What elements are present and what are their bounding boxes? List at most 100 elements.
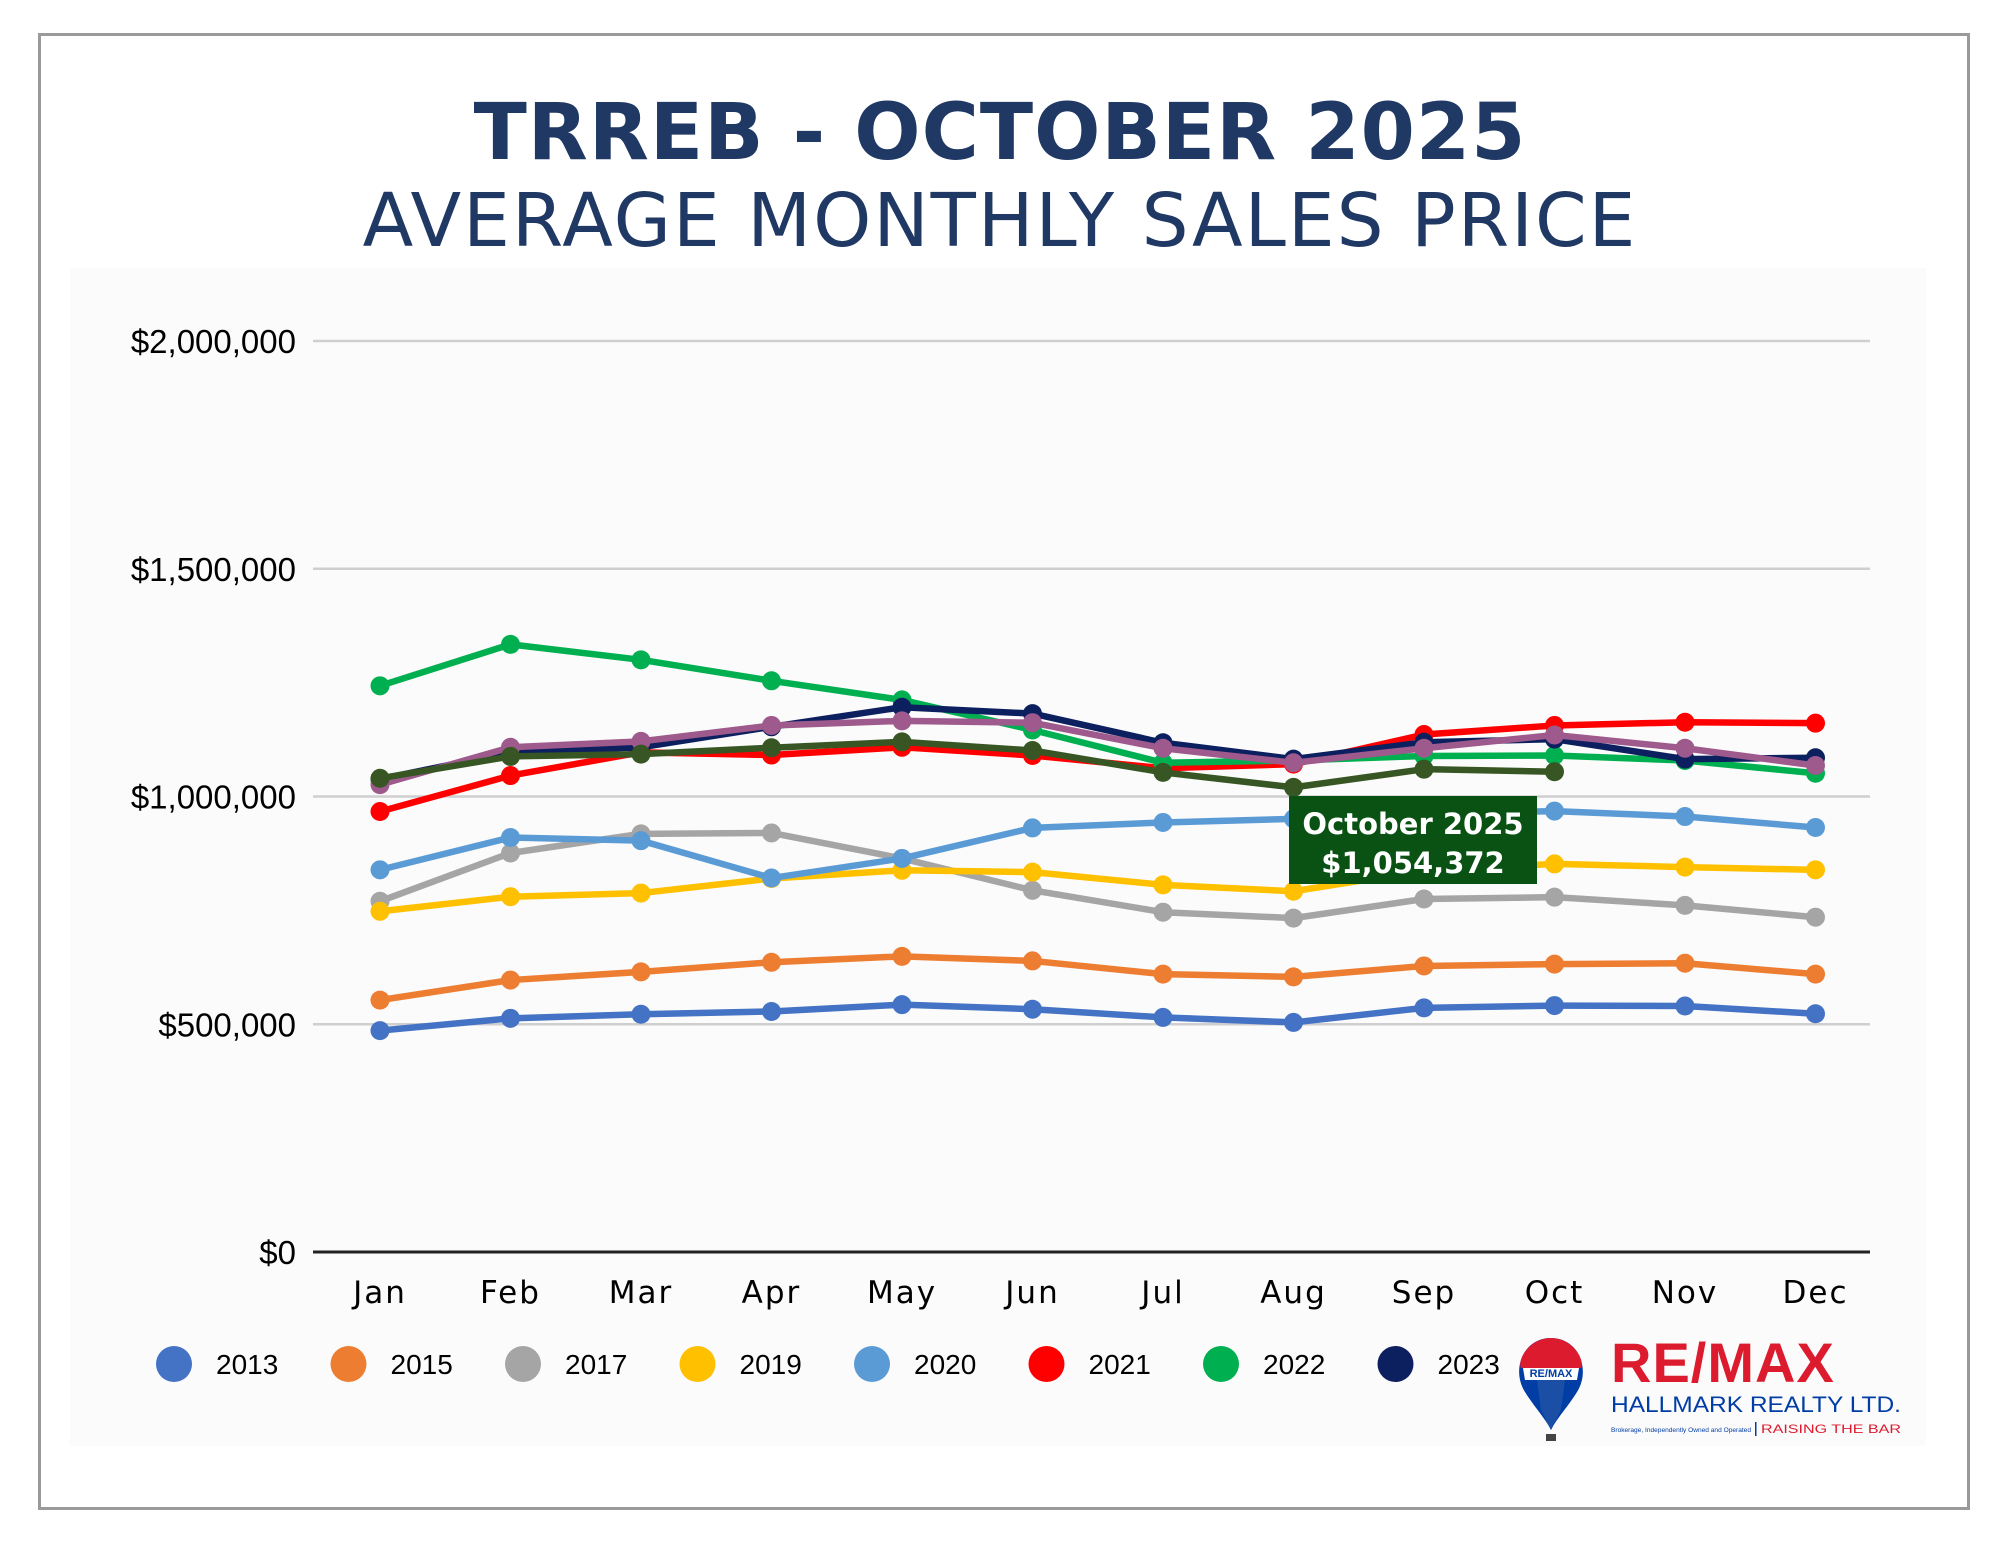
data-point	[501, 827, 520, 847]
legend-label: 2013	[216, 1349, 278, 1380]
data-point	[892, 848, 912, 868]
callout-label: October 2025	[1302, 807, 1523, 841]
legend-swatch	[1203, 1346, 1239, 1382]
legend-label: 2022	[1263, 1349, 1325, 1380]
data-point	[370, 676, 390, 696]
y-tick-label: $1,500,000	[131, 551, 296, 588]
data-point	[631, 650, 651, 670]
data-point	[501, 843, 520, 863]
legend-swatch	[1377, 1346, 1414, 1382]
data-point	[1806, 964, 1825, 984]
series-line	[376, 738, 1558, 791]
data-point	[1414, 889, 1434, 909]
series-2013	[370, 995, 1825, 1041]
legend-swatch	[330, 1346, 367, 1382]
data-point	[1284, 777, 1303, 797]
callout-value: $1,054,372	[1321, 846, 1504, 880]
x-tick-label: Jul	[1139, 1275, 1184, 1311]
data-point	[1545, 887, 1564, 907]
y-axis-ticks: $0 $500,000 $1,000,000 $1,500,000 $2,000,000	[131, 323, 296, 1271]
series-2015	[370, 946, 1825, 1010]
legend-item: 2020	[854, 1346, 976, 1382]
data-point	[1284, 967, 1303, 987]
data-point	[501, 766, 520, 786]
data-point	[1806, 713, 1825, 733]
series-2025	[370, 732, 1564, 797]
data-point	[1284, 908, 1303, 928]
data-point	[1414, 738, 1434, 758]
legend-swatch	[156, 1346, 192, 1382]
balloon-icon: RE/MAX	[1519, 1338, 1583, 1441]
series-line	[376, 717, 1819, 788]
data-point	[370, 860, 390, 880]
x-tick-label: Dec	[1783, 1275, 1849, 1311]
y-tick-label: $1,000,000	[131, 779, 296, 816]
data-point	[1153, 738, 1173, 758]
series-line	[376, 953, 1819, 1004]
data-point	[631, 744, 651, 764]
x-tick-label: May	[867, 1275, 937, 1311]
data-point	[1153, 902, 1173, 922]
data-point	[370, 802, 390, 822]
data-point	[1545, 801, 1564, 821]
data-point	[631, 831, 651, 851]
series-line	[376, 860, 1819, 915]
legend-label: 2023	[1438, 1349, 1500, 1380]
legend-swatch	[679, 1346, 716, 1382]
legend-label: 2017	[565, 1349, 627, 1380]
data-point	[1153, 812, 1173, 832]
data-point	[892, 946, 912, 966]
data-point	[1806, 907, 1825, 927]
legend-label: 2021	[1089, 1349, 1151, 1380]
x-tick-label: Oct	[1525, 1275, 1585, 1311]
legend-swatch	[1028, 1346, 1065, 1382]
y-tick-label: $500,000	[158, 1006, 296, 1043]
data-point	[1545, 746, 1564, 766]
x-tick-label: Feb	[480, 1275, 541, 1311]
legend-item: 2022	[1203, 1346, 1325, 1382]
data-point	[1806, 860, 1825, 880]
data-point	[1284, 753, 1303, 773]
data-point	[1675, 996, 1695, 1016]
x-tick-label: Aug	[1260, 1275, 1327, 1311]
data-point	[1414, 956, 1434, 976]
legend-swatch	[505, 1346, 541, 1382]
data-point	[762, 868, 781, 888]
data-point	[1023, 880, 1042, 900]
data-point	[501, 1008, 520, 1028]
gridlines	[313, 339, 1870, 1254]
series-2024	[370, 711, 1825, 795]
logo-company: HALLMARK REALTY LTD.	[1611, 1392, 1901, 1417]
data-point	[1545, 954, 1564, 974]
legend: 2013 2015 2017 2019 2020 2021 2022 2023	[156, 1346, 1500, 1382]
chart-title: TRREB - OCTOBER 2025	[473, 88, 1527, 178]
data-point	[762, 823, 781, 843]
data-point	[1806, 756, 1825, 776]
chart-subtitle: AVERAGE MONTHLY SALES PRICE	[362, 178, 1638, 264]
data-point	[762, 1001, 781, 1021]
legend-item: 2021	[1028, 1346, 1151, 1382]
series-line	[376, 807, 1819, 882]
data-point	[370, 768, 390, 788]
data-point	[892, 995, 912, 1015]
data-point	[1806, 1004, 1825, 1024]
legend-item: 2019	[679, 1346, 802, 1382]
data-point	[501, 887, 520, 907]
data-point	[501, 746, 520, 766]
data-point	[631, 883, 651, 903]
data-point	[1023, 713, 1042, 733]
x-tick-label: Nov	[1652, 1275, 1719, 1311]
data-point	[1675, 895, 1695, 915]
data-point	[1023, 818, 1042, 838]
y-tick-label: $0	[259, 1234, 296, 1271]
data-point	[892, 732, 912, 752]
legend-label: 2015	[391, 1349, 453, 1380]
data-point	[1284, 881, 1303, 901]
data-point	[501, 634, 520, 654]
series-line	[376, 703, 1819, 783]
data-point	[1153, 762, 1173, 782]
data-point	[1545, 762, 1564, 782]
legend-label: 2020	[914, 1349, 976, 1380]
data-point	[1023, 862, 1042, 882]
legend-item: 2013	[156, 1346, 278, 1382]
